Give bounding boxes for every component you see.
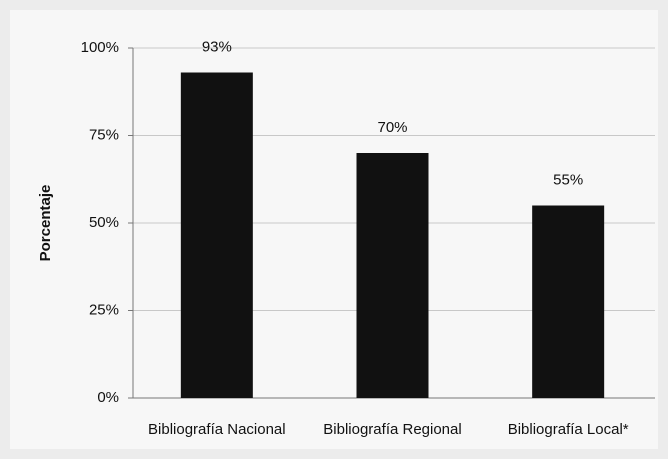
x-tick-label: Bibliografía Regional — [323, 421, 461, 438]
y-tick-label: 50% — [89, 214, 119, 231]
x-tick-label: Bibliografía Local* — [508, 421, 629, 438]
y-tick-label: 100% — [81, 39, 119, 56]
y-tick-label: 75% — [89, 126, 119, 143]
y-axis-label: Porcentaje — [37, 185, 54, 262]
y-tick-label: 0% — [97, 389, 119, 406]
value-label: 93% — [202, 38, 232, 55]
value-label: 70% — [377, 119, 407, 136]
y-tick-label: 25% — [89, 301, 119, 318]
bar — [356, 153, 429, 398]
bar — [180, 72, 253, 398]
value-label: 55% — [553, 171, 583, 188]
x-tick-label: Bibliografía Nacional — [148, 421, 286, 438]
bar — [532, 205, 605, 398]
